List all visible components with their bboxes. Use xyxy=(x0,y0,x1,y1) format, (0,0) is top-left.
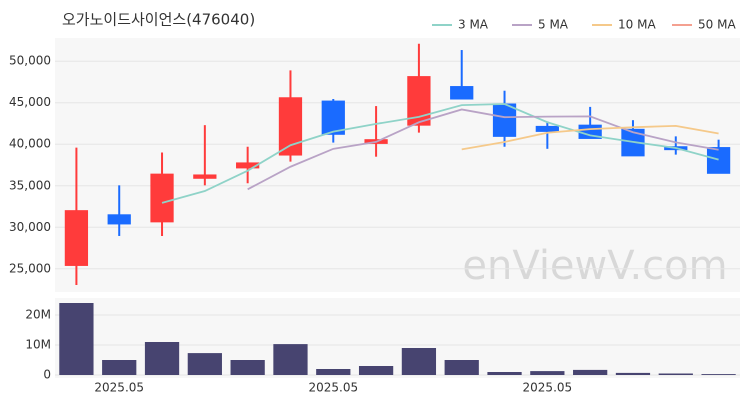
candle-body xyxy=(64,210,89,266)
y-tick-label: 40,000 xyxy=(9,137,51,151)
price-panel xyxy=(55,38,740,292)
volume-bar xyxy=(615,372,651,375)
volume-bar xyxy=(658,373,693,375)
volume-bar xyxy=(701,374,736,375)
legend-label: 5 MA xyxy=(538,18,569,32)
candle-body xyxy=(236,162,260,169)
candle-body xyxy=(107,214,131,225)
y-tick-label: 30,000 xyxy=(9,220,51,234)
ma-line xyxy=(161,103,719,204)
candle-body xyxy=(150,173,174,223)
y-tick-label: 25,000 xyxy=(9,261,51,275)
chart-title: 오가노이드사이언스(476040) xyxy=(62,11,255,29)
candle-body xyxy=(321,100,345,135)
volume-bar xyxy=(273,344,308,375)
volume-bar xyxy=(444,360,479,375)
legend-label: 50 MA xyxy=(698,18,736,32)
legend-label: 10 MA xyxy=(618,18,656,32)
candle-body xyxy=(535,125,559,132)
volume-bar xyxy=(187,353,222,375)
volume-bar xyxy=(230,360,265,375)
candle-body xyxy=(492,103,517,137)
y-tick-label: 20M xyxy=(25,308,51,322)
volume-bar xyxy=(144,342,180,375)
watermark: enViewV.com xyxy=(462,243,727,289)
volume-bar xyxy=(530,371,565,375)
x-tick-label: 2025.05 xyxy=(94,381,144,395)
volume-bar xyxy=(316,369,351,375)
volume-bar xyxy=(487,372,522,375)
volume-bar xyxy=(401,348,437,375)
y-tick-label: 45,000 xyxy=(9,95,51,109)
volume-bar xyxy=(102,360,137,375)
y-tick-label: 50,000 xyxy=(9,54,51,68)
ma-line xyxy=(247,108,719,191)
x-tick-label: 2025.05 xyxy=(523,381,573,395)
legend-label: 3 MA xyxy=(458,18,489,32)
candle-body xyxy=(450,86,474,100)
ma-line xyxy=(461,125,719,151)
candle-body xyxy=(407,76,431,126)
y-tick-label: 35,000 xyxy=(9,178,51,192)
candle-body xyxy=(706,147,731,174)
volume-bar xyxy=(358,366,394,375)
volume-bar xyxy=(573,369,608,375)
volume-bar xyxy=(59,303,94,375)
y-tick-label: 0 xyxy=(43,368,51,382)
x-tick-label: 2025.05 xyxy=(308,381,358,395)
candle-body xyxy=(193,174,217,179)
candle-body xyxy=(278,97,303,156)
y-tick-label: 10M xyxy=(25,338,51,352)
